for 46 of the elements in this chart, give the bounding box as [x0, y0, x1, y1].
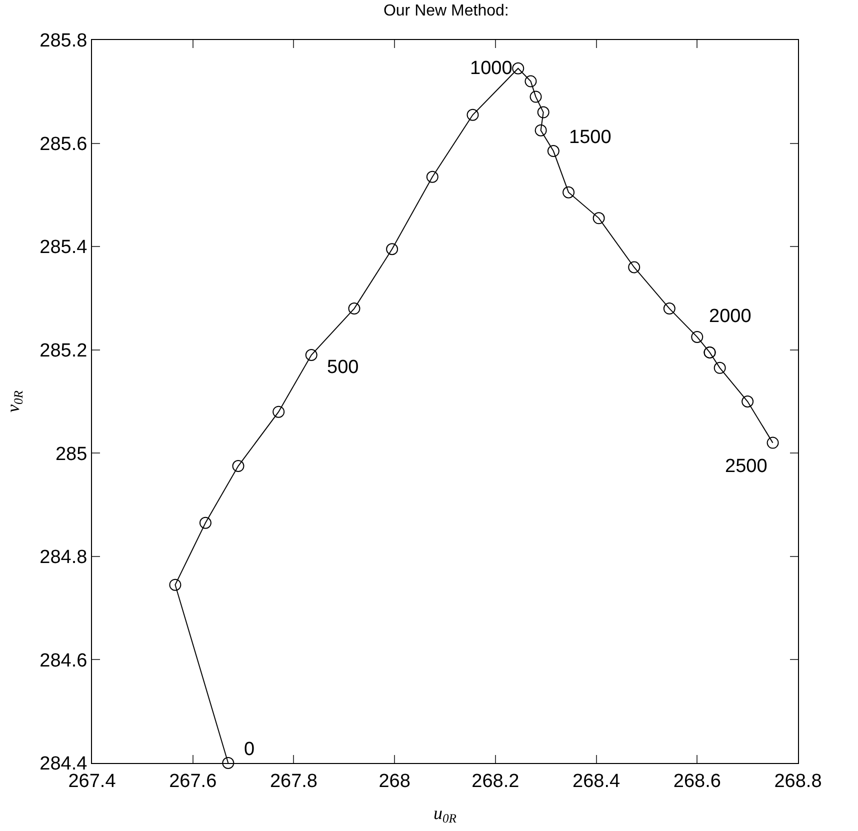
x-axis-title: u$_{0R}$: [434, 802, 457, 826]
y-tick-label: 284.8: [40, 547, 88, 568]
point: [386, 243, 398, 256]
point: [169, 578, 182, 591]
annotation: 2500: [725, 456, 768, 477]
point: [466, 108, 479, 121]
x-tick-label: 268.8: [774, 770, 822, 792]
point: [592, 212, 605, 224]
x-tick-label: 267.6: [169, 770, 217, 792]
point: [530, 90, 542, 103]
x-tick-label: 268.2: [472, 770, 520, 792]
point: [663, 302, 676, 315]
point: [537, 106, 550, 118]
x-tick-label: 268: [378, 770, 410, 792]
annotation: 1500: [569, 127, 612, 148]
point: [222, 757, 234, 769]
point: [348, 302, 360, 315]
point: [534, 124, 547, 136]
point: [547, 145, 560, 158]
point: [232, 460, 244, 472]
point: [766, 436, 779, 449]
annotation: 500: [327, 357, 359, 378]
y-tick-label: 285.8: [40, 30, 88, 52]
point: [742, 396, 754, 408]
point: [199, 516, 212, 529]
y-tick-label: 284.6: [40, 650, 88, 672]
point: [305, 349, 318, 362]
point: [628, 261, 640, 274]
y-tick-label: 285.6: [40, 134, 88, 155]
chart-title: Our New Method:: [383, 2, 509, 20]
x-tick-label: 268.6: [673, 770, 721, 792]
point: [426, 170, 438, 183]
point: [512, 62, 524, 74]
point: [691, 330, 704, 343]
point: [562, 186, 575, 198]
y-tick-label: 285: [55, 444, 88, 465]
point: [714, 362, 726, 374]
point: [272, 406, 285, 418]
x-tick-label: 267.8: [270, 770, 318, 792]
annotation: 2000: [709, 306, 752, 327]
y-tick-label: 285.2: [40, 340, 88, 362]
y-tick-label: 285.4: [40, 237, 88, 258]
x-tick-label: 268.4: [572, 770, 620, 792]
annotation: 0: [244, 739, 255, 760]
point: [524, 75, 537, 88]
annotation: 1000: [470, 58, 512, 79]
